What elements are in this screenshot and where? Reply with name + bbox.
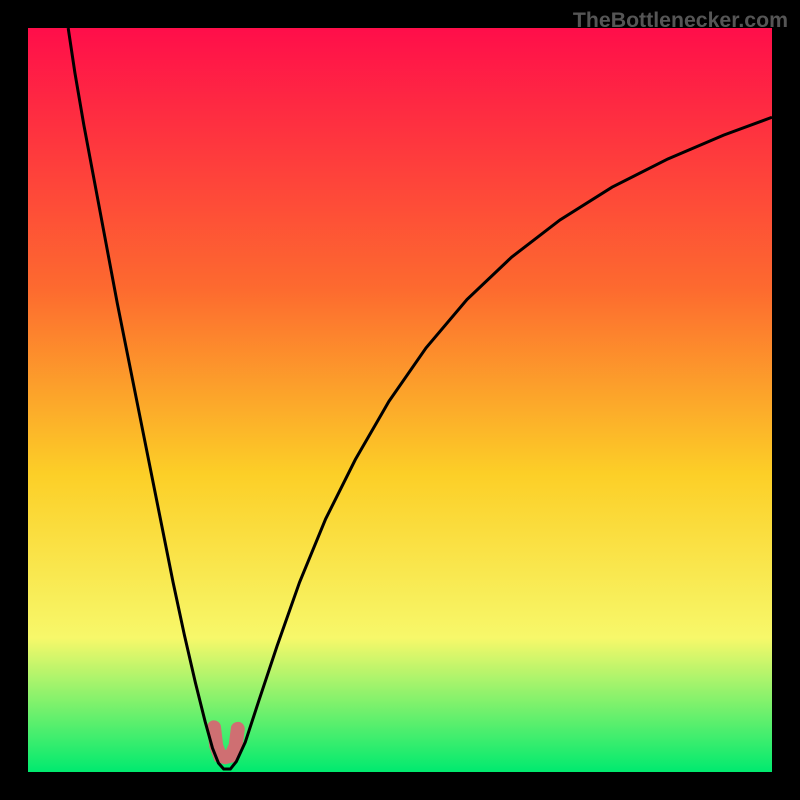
watermark-text: TheBottlenecker.com [573, 8, 788, 33]
bottleneck-curve [68, 28, 772, 769]
plot-area [28, 28, 772, 772]
curve-layer [28, 28, 772, 772]
valley-bump [214, 727, 238, 757]
figure-root: TheBottlenecker.com [0, 0, 800, 800]
